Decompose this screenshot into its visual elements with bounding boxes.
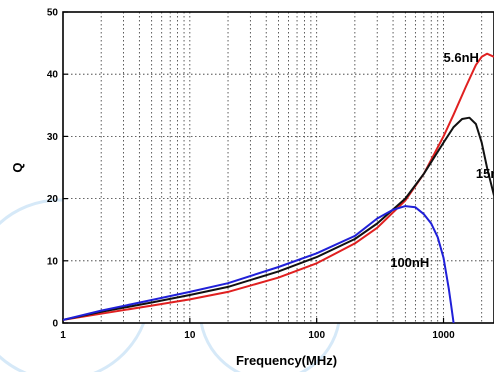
- x-tick-label: 100: [308, 330, 325, 341]
- y-tick-label: 20: [47, 194, 59, 205]
- plot-frame: [62, 11, 494, 324]
- series-group: [63, 52, 494, 323]
- series-label-15nH: 15nH: [476, 166, 494, 181]
- series-label-5.6nH: 5.6nH: [444, 50, 479, 65]
- y-tick-label: 40: [47, 70, 59, 81]
- y-axis-title: Q: [10, 162, 25, 172]
- y-tick-label: 0: [52, 319, 58, 330]
- x-tick-label: 1000: [432, 330, 455, 341]
- series-line-5.6nH: [63, 52, 494, 321]
- y-tick-label: 50: [47, 8, 59, 19]
- x-tick-label: 1: [60, 330, 66, 341]
- series-line-15nH: [63, 116, 494, 321]
- y-tick-label: 10: [47, 256, 59, 267]
- x-tick-label: 10: [184, 330, 196, 341]
- x-axis-title: Frequency(MHz): [236, 353, 337, 368]
- y-tick-label: 30: [47, 132, 59, 143]
- series-label-100nH: 100nH: [390, 255, 429, 270]
- series-line-100nH: [63, 205, 455, 323]
